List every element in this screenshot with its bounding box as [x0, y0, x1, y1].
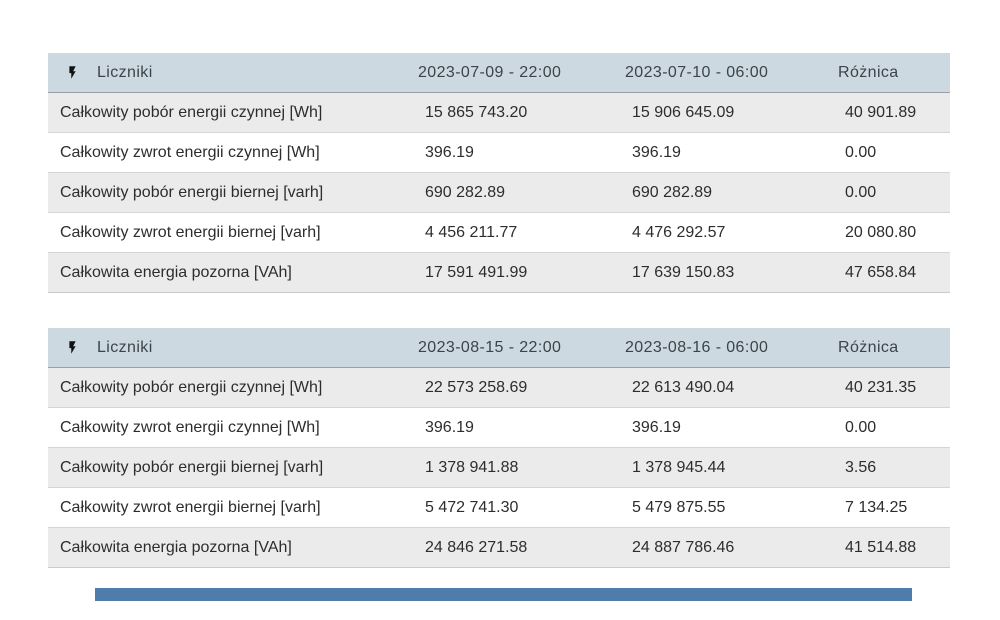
row-value: 15 906 645.09	[632, 103, 735, 121]
meter-table-1: Liczniki 2023-07-09 - 22:00 2023-07-10 - 0…	[48, 53, 950, 293]
row-value: 24 846 271.58	[425, 538, 528, 556]
row-value: 0.00	[845, 183, 877, 201]
meter-table-2: Liczniki 2023-08-15 - 22:00 2023-08-16 - 0…	[48, 328, 950, 568]
row-value: 1 378 945.44	[632, 458, 726, 476]
table-row: Całkowity pobór energii biernej [varh] 1 …	[48, 448, 950, 488]
table-header-row: Liczniki 2023-08-15 - 22:00 2023-08-16 - 0…	[48, 328, 950, 368]
row-value: 690 282.89	[425, 183, 506, 201]
row-value: 22 573 258.69	[425, 378, 528, 396]
row-label: Całkowity zwrot energii biernej [varh]	[60, 498, 321, 516]
row-value: 1 378 941.88	[425, 458, 519, 476]
row-value: 396.19	[425, 143, 474, 161]
row-value: 20 080.80	[845, 223, 917, 241]
row-value: 41 514.88	[845, 538, 917, 556]
table-header-row: Liczniki 2023-07-09 - 22:00 2023-07-10 - 0…	[48, 53, 950, 93]
table-title-cell: Liczniki	[48, 338, 418, 357]
lightning-bolt-icon	[65, 338, 80, 357]
table-row: Całkowita energia pozorna [VAh] 24 846 27…	[48, 528, 950, 568]
column-header: 2023-08-15 - 22:00	[418, 338, 562, 356]
row-value: 17 639 150.83	[632, 263, 735, 281]
row-label: Całkowita energia pozorna [VAh]	[60, 538, 292, 556]
row-value: 24 887 786.46	[632, 538, 735, 556]
column-header: 2023-07-09 - 22:00	[418, 63, 562, 81]
row-value: 0.00	[845, 418, 877, 436]
row-value: 47 658.84	[845, 263, 917, 281]
row-label: Całkowity pobór energii biernej [varh]	[60, 458, 324, 476]
row-label: Całkowity zwrot energii biernej [varh]	[60, 223, 321, 241]
horizontal-scrollbar-thumb[interactable]	[95, 588, 912, 601]
column-header: 2023-08-16 - 06:00	[625, 338, 769, 356]
row-value: 22 613 490.04	[632, 378, 735, 396]
table-row: Całkowita energia pozorna [VAh] 17 591 49…	[48, 253, 950, 293]
column-header: Różnica	[838, 338, 899, 356]
row-value: 40 231.35	[845, 378, 917, 396]
row-value: 17 591 491.99	[425, 263, 528, 281]
row-label: Całkowita energia pozorna [VAh]	[60, 263, 292, 281]
row-value: 7 134.25	[845, 498, 908, 516]
row-label: Całkowity pobór energii czynnej [Wh]	[60, 103, 323, 121]
table-row: Całkowity pobór energii biernej [varh] 69…	[48, 173, 950, 213]
row-value: 396.19	[632, 143, 681, 161]
row-value: 4 456 211.77	[425, 223, 518, 241]
row-value: 15 865 743.20	[425, 103, 528, 121]
table-title-cell: Liczniki	[48, 63, 418, 82]
table-row: Całkowity pobór energii czynnej [Wh] 15 8…	[48, 93, 950, 133]
row-value: 3.56	[845, 458, 877, 476]
table-row: Całkowity zwrot energii czynnej [Wh] 396.…	[48, 133, 950, 173]
row-value: 0.00	[845, 143, 877, 161]
table-row: Całkowity zwrot energii czynnej [Wh] 396.…	[48, 408, 950, 448]
row-value: 5 479 875.55	[632, 498, 726, 516]
column-header: 2023-07-10 - 06:00	[625, 63, 769, 81]
table-title: Liczniki	[97, 63, 153, 81]
lightning-bolt-icon	[65, 63, 80, 82]
table-row: Całkowity zwrot energii biernej [varh] 4 …	[48, 213, 950, 253]
column-header: Różnica	[838, 63, 899, 81]
row-value: 5 472 741.30	[425, 498, 519, 516]
row-value: 40 901.89	[845, 103, 917, 121]
table-row: Całkowity pobór energii czynnej [Wh] 22 5…	[48, 368, 950, 408]
row-value: 690 282.89	[632, 183, 713, 201]
table-title: Liczniki	[97, 338, 153, 356]
table-row: Całkowity zwrot energii biernej [varh] 5 …	[48, 488, 950, 528]
row-label: Całkowity pobór energii biernej [varh]	[60, 183, 324, 201]
row-label: Całkowity pobór energii czynnej [Wh]	[60, 378, 323, 396]
row-value: 396.19	[632, 418, 681, 436]
row-label: Całkowity zwrot energii czynnej [Wh]	[60, 143, 320, 161]
row-value: 4 476 292.57	[632, 223, 726, 241]
row-value: 396.19	[425, 418, 474, 436]
row-label: Całkowity zwrot energii czynnej [Wh]	[60, 418, 320, 436]
